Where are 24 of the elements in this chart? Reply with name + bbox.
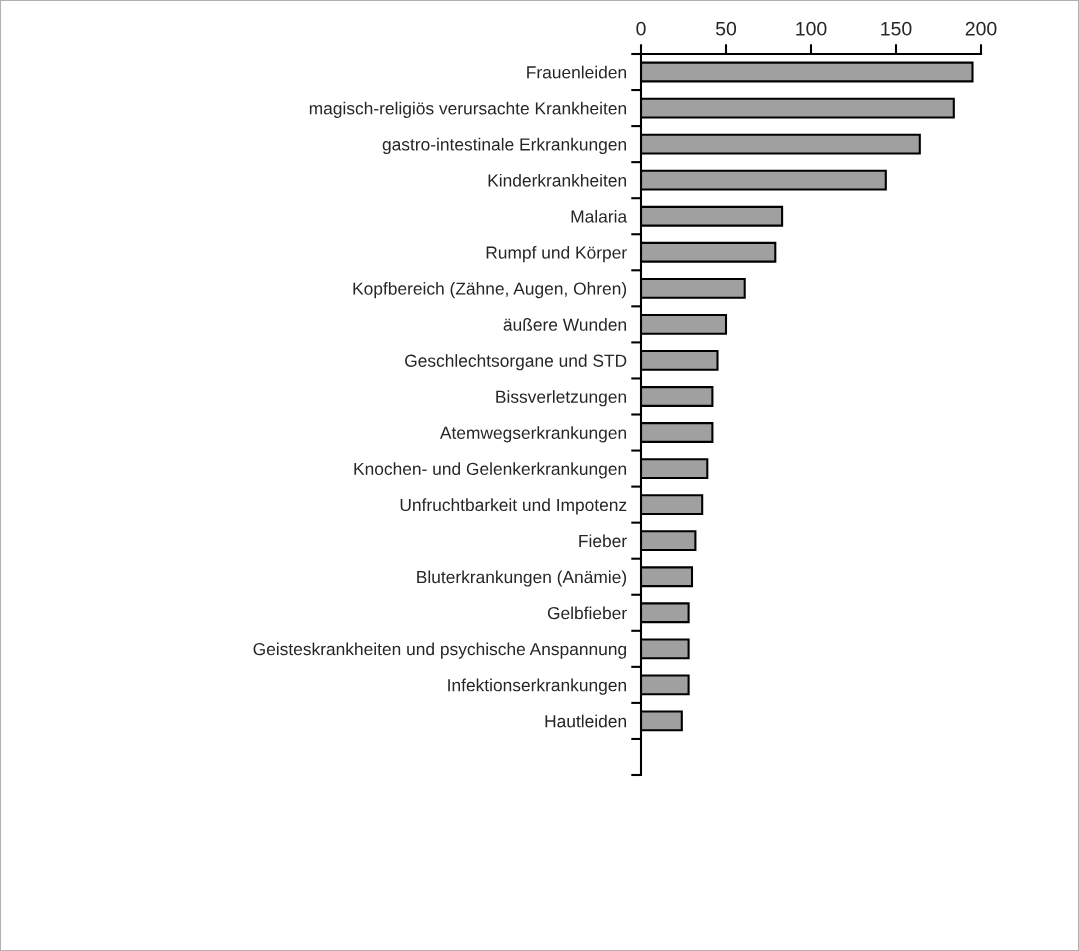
y-tick-label: Kinderkrankheiten [488,173,626,187]
y-tick-label: Kopfbereich (Zähne, Augen, Ohren) [353,282,627,299]
x-tick-label: 200 [965,21,997,36]
y-tick-label: Bissverletzungen [496,390,626,407]
y-tick-label: Fieber [579,534,627,548]
y-tick-label: Unfruchtbarkeit und Impotenz [400,498,627,515]
x-tick-label: 50 [715,21,737,36]
y-tick-label: Hautleiden [545,714,626,728]
x-tick-label: 100 [796,21,827,36]
y-tick-label: Infektionserkrankungen [448,678,626,695]
y-tick-label: Gelbfieber [547,606,627,620]
y-tick-label: äußere Wunden [503,318,626,331]
y-tick-label: Atemwegserkrankungen [439,426,626,443]
y-tick-label: Knochen- und Gelenkerkrankungen [354,462,627,479]
y-tick-label: Rumpf und Körper [486,245,627,263]
y-tick-label: Malaria [571,209,628,223]
y-tick-label: Geschlechtsorgane und STD [405,354,627,371]
x-tick-label: 150 [881,21,912,36]
y-tick-label: gastro-intestinale Erkrankungen [382,137,626,155]
y-tick-label: magisch-religiös verursachte Krankheiten [309,101,626,118]
y-tick-label: Geisteskrankheiten und psychische Anspannung [253,642,627,659]
y-tick-label: Bluterkrankungen (Anämie) [417,570,627,587]
x-tick-label: 0 [636,21,646,36]
y-tick-label: Frauenleiden [527,65,626,79]
